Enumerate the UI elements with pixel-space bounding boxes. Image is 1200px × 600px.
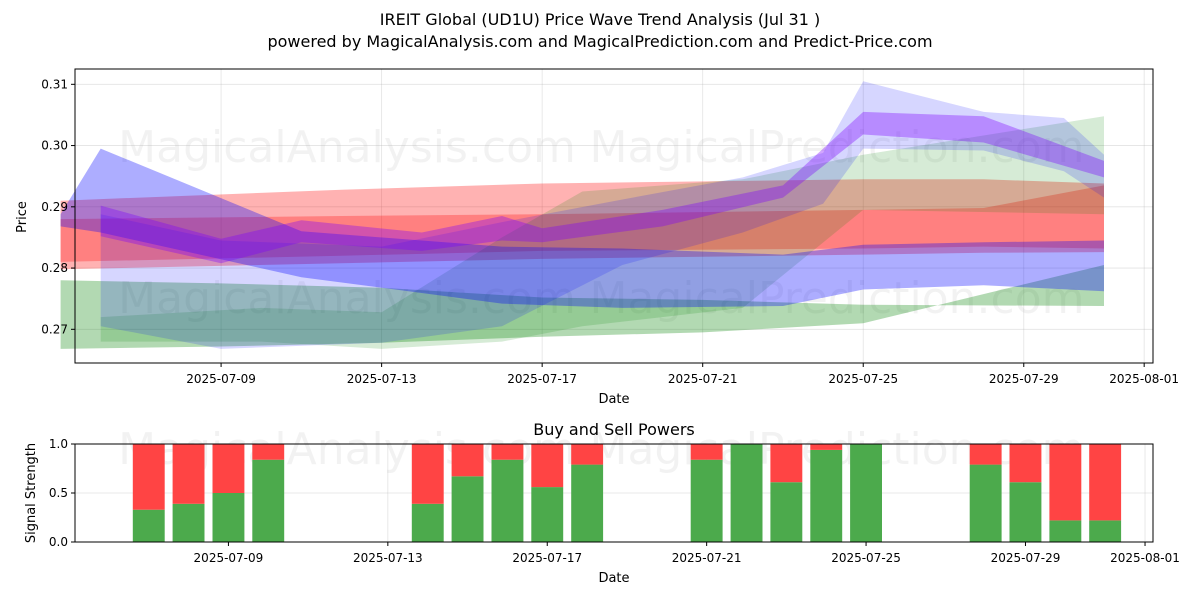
price-plot-frame (74, 68, 1154, 364)
signal-bars (132, 444, 1122, 542)
sell-bar (1049, 444, 1082, 521)
price-band-red (60, 185, 1105, 262)
buy-bar (531, 487, 564, 542)
sell-bar (1089, 444, 1122, 521)
buy-bar (1009, 482, 1042, 542)
price-x-tick-label: 2025-07-25 (828, 372, 898, 386)
buy-bar (730, 444, 763, 542)
buy-bar (411, 503, 444, 542)
price-x-tick-label: 2025-07-13 (347, 372, 417, 386)
sell-bar (571, 444, 604, 465)
buy-bar (451, 476, 484, 542)
buy-bar (690, 459, 723, 542)
signal-x-tick-label: 2025-07-09 (194, 551, 264, 565)
price-band-purple (100, 111, 1104, 264)
sell-bar (132, 444, 165, 510)
sell-bar (690, 444, 723, 460)
price-x-label: Date (598, 392, 629, 407)
sell-bar (969, 444, 1002, 465)
price-bands (60, 81, 1105, 349)
watermark-top-left: MagicalAnalysis.com (118, 122, 576, 173)
price-y-label: Price (15, 201, 30, 233)
sell-bar (770, 444, 803, 483)
signal-x-label: Date (598, 571, 629, 586)
price-x-tick-label: 2025-07-29 (989, 372, 1059, 386)
price-band-blue (60, 148, 1105, 308)
chart-title: IREIT Global (UD1U) Price Wave Trend Ana… (380, 10, 820, 29)
buy-bar (252, 459, 285, 542)
sell-bar (1009, 444, 1042, 483)
buy-bar (810, 449, 843, 542)
buy-bar (1049, 520, 1082, 542)
price-y-tick-label: 0.31 (41, 77, 68, 91)
sell-bar (252, 444, 285, 460)
price-x-tick-label: 2025-07-21 (668, 372, 738, 386)
price-x-tick-label: 2025-07-09 (186, 372, 256, 386)
buy-bar (212, 493, 245, 542)
price-band-green (100, 116, 1104, 349)
price-y-tick-label: 0.29 (41, 200, 68, 214)
sell-bar (810, 444, 843, 450)
signal-x-tick-label: 2025-07-25 (831, 551, 901, 565)
signal-y-tick-label: 1.0 (49, 437, 68, 451)
buy-bar (1089, 520, 1122, 542)
price-band-red (60, 179, 1105, 270)
signal-title: Buy and Sell Powers (533, 420, 695, 439)
signal-x-tick-label: 2025-07-21 (672, 551, 742, 565)
watermark-mid-right: MagicalPrediction.com (590, 273, 1085, 324)
signal-x-axis: 2025-07-09 2025-07-13 2025-07-17 2025-07-21… (194, 542, 1180, 565)
signal-y-tick-label: 0.5 (49, 486, 68, 500)
signal-y-tick-label: 0.0 (49, 535, 68, 549)
buy-bar (571, 464, 604, 542)
sell-bar (451, 444, 484, 477)
price-y-axis: 0.27 0.28 0.29 0.30 0.31 (41, 77, 75, 336)
signal-y-label: Signal Strength (24, 443, 39, 543)
price-x-tick-label: 2025-07-17 (507, 372, 577, 386)
sell-bar (531, 444, 564, 488)
sell-bar (411, 444, 444, 504)
signal-x-tick-label: 2025-07-17 (512, 551, 582, 565)
price-y-tick-label: 0.27 (41, 322, 68, 336)
signal-x-tick-label: 2025-07-13 (353, 551, 423, 565)
buy-bar (172, 503, 205, 542)
price-y-tick-label: 0.28 (41, 261, 68, 275)
price-x-tick-label: 2025-08-01 (1109, 372, 1179, 386)
buy-bar (969, 464, 1002, 542)
chart-subtitle: powered by MagicalAnalysis.com and Magic… (267, 32, 932, 51)
watermark-mid-left: MagicalAnalysis.com (118, 273, 576, 324)
buy-bar (491, 459, 524, 542)
signal-x-tick-label: 2025-08-01 (1110, 551, 1180, 565)
buy-bar (850, 444, 882, 542)
sell-bar (212, 444, 245, 493)
price-band-green (60, 265, 1105, 349)
sell-bar (172, 444, 205, 504)
price-grid (75, 69, 1153, 363)
price-x-axis: 2025-07-09 2025-07-13 2025-07-17 2025-07-21… (186, 363, 1179, 386)
buy-bar (132, 509, 165, 542)
buy-bar (770, 482, 803, 542)
price-band-blue (100, 81, 1104, 349)
price-y-tick-label: 0.30 (41, 139, 68, 153)
signal-x-tick-label: 2025-07-29 (991, 551, 1061, 565)
watermark-top-right: MagicalPrediction.com (590, 122, 1085, 173)
signal-y-axis: 0.0 0.5 1.0 (49, 437, 75, 549)
sell-bar (491, 444, 524, 460)
